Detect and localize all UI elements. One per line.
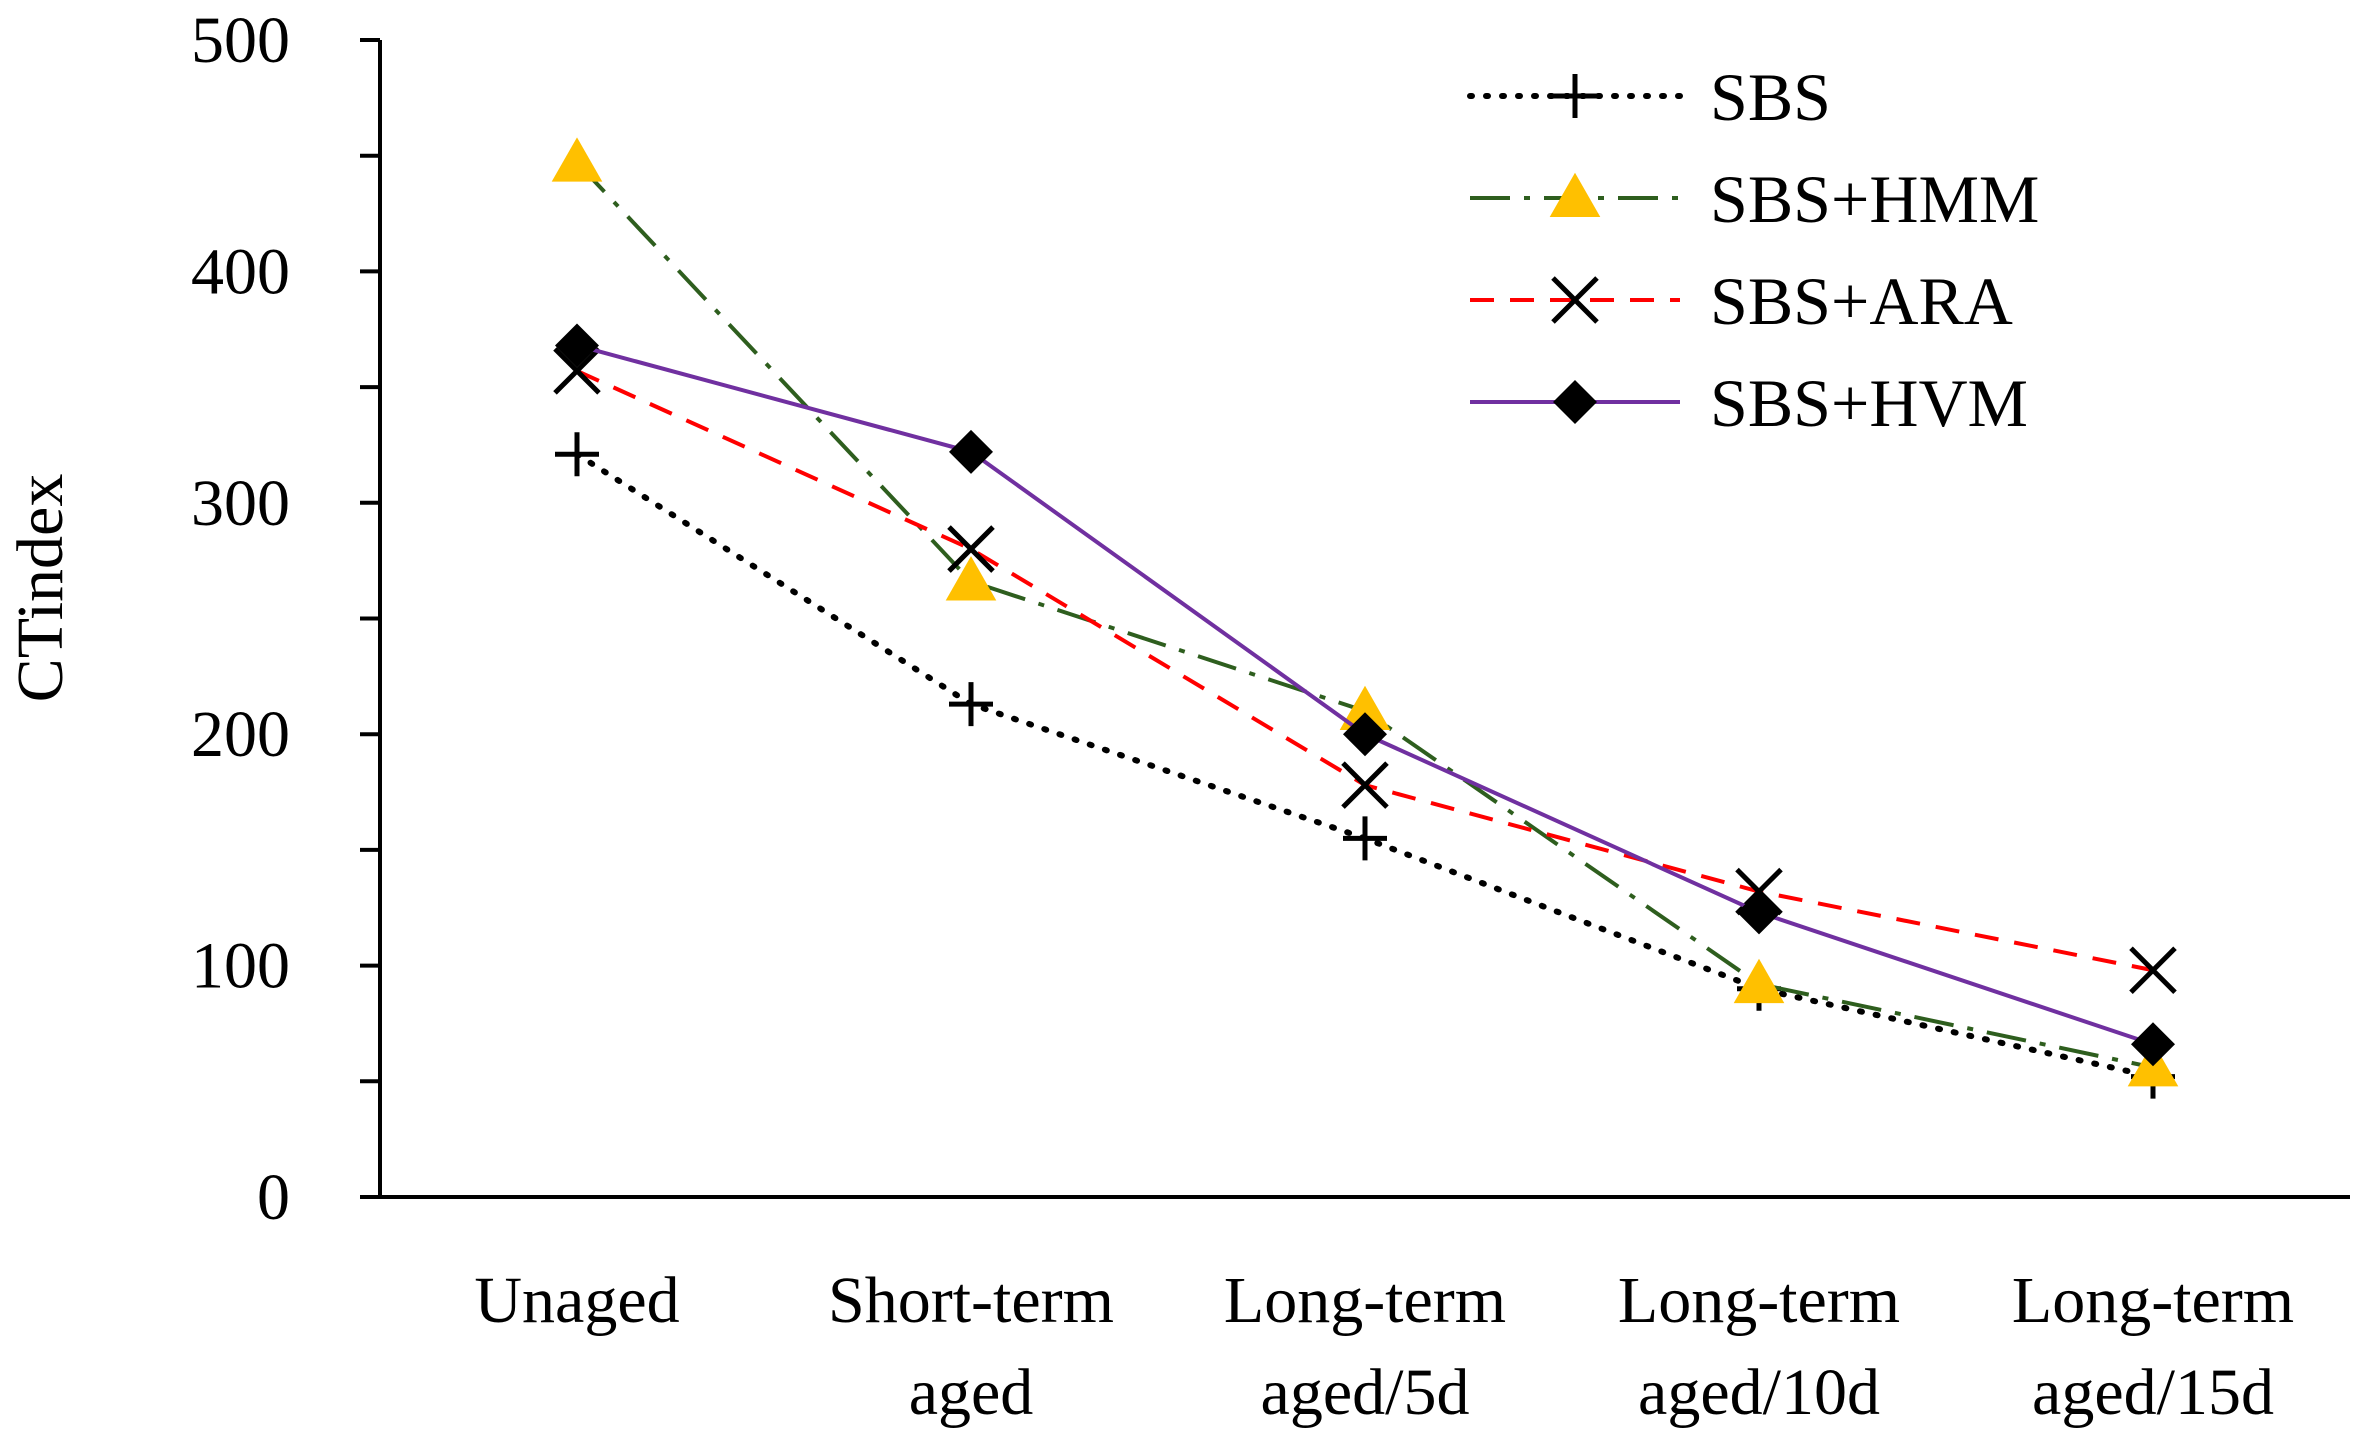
marker-plus <box>1553 74 1597 118</box>
marker-triangle <box>1339 685 1391 731</box>
y-tick-label: 500 <box>191 4 290 77</box>
x-tick-label: aged/5d <box>1261 1356 1470 1429</box>
y-tick-label: 100 <box>191 930 290 1003</box>
series-sbs-hmm <box>551 137 2179 1087</box>
y-tick-label: 300 <box>191 467 290 540</box>
marker-diamond <box>949 429 993 474</box>
series-layer <box>551 137 2179 1099</box>
legend-label: SBS+HVM <box>1710 365 2028 441</box>
marker-x <box>1341 761 1389 809</box>
marker-x <box>947 525 995 573</box>
legend-label: SBS+HMM <box>1710 161 2039 237</box>
legend-entry: SBS <box>1467 59 1831 135</box>
marker-diamond <box>555 323 599 368</box>
series-sbs <box>555 432 2175 1099</box>
y-axis-title: CTindex <box>4 474 77 703</box>
series-sbs-hvm <box>555 323 2175 1067</box>
axes: 0 100 200 300 400 500 Unaged Short-term aged Long… <box>191 4 2350 1429</box>
x-tick-label: Unaged <box>474 1264 679 1337</box>
y-tick-label: 200 <box>191 698 290 771</box>
x-tick-label: aged <box>909 1356 1034 1429</box>
legend-entry: SBS+ARA <box>1470 263 2013 339</box>
marker-plus <box>949 682 993 727</box>
legend: SBS SBS+HMM SBS+ARA SBS+HVM <box>1467 59 2039 441</box>
legend-entry: SBS+HVM <box>1470 365 2028 441</box>
marker-diamond <box>1343 712 1387 757</box>
marker-plus <box>1343 816 1387 861</box>
y-tick-label: 0 <box>257 1161 290 1234</box>
series-line <box>576 369 2154 973</box>
x-tick-label: Short-term <box>828 1264 1114 1337</box>
legend-entry: SBS+HMM <box>1470 161 2039 237</box>
marker-diamond <box>1737 890 1781 935</box>
x-tick-label: Long-term <box>2012 1264 2294 1337</box>
marker-x <box>553 347 601 395</box>
y-tick-label: 400 <box>191 235 290 308</box>
legend-label: SBS+ARA <box>1710 263 2013 339</box>
marker-triangle <box>945 556 997 601</box>
marker-plus <box>555 432 599 477</box>
x-tick-label: Long-term <box>1618 1264 1900 1337</box>
marker-triangle <box>1733 958 1785 1004</box>
marker-triangle <box>551 137 603 182</box>
marker-triangle <box>1549 172 1601 217</box>
marker-x <box>1551 276 1599 324</box>
series-line <box>574 451 2156 1080</box>
marker-diamond <box>1553 380 1597 424</box>
marker-diamond <box>2131 1022 2175 1067</box>
legend-label: SBS <box>1710 59 1831 135</box>
x-tick-label: Long-term <box>1224 1264 1506 1337</box>
series-sbs-ara <box>553 347 2177 994</box>
marker-x <box>2129 946 2177 994</box>
x-tick-label: aged/10d <box>1638 1356 1880 1429</box>
x-tick-label: aged/15d <box>2032 1356 2274 1429</box>
